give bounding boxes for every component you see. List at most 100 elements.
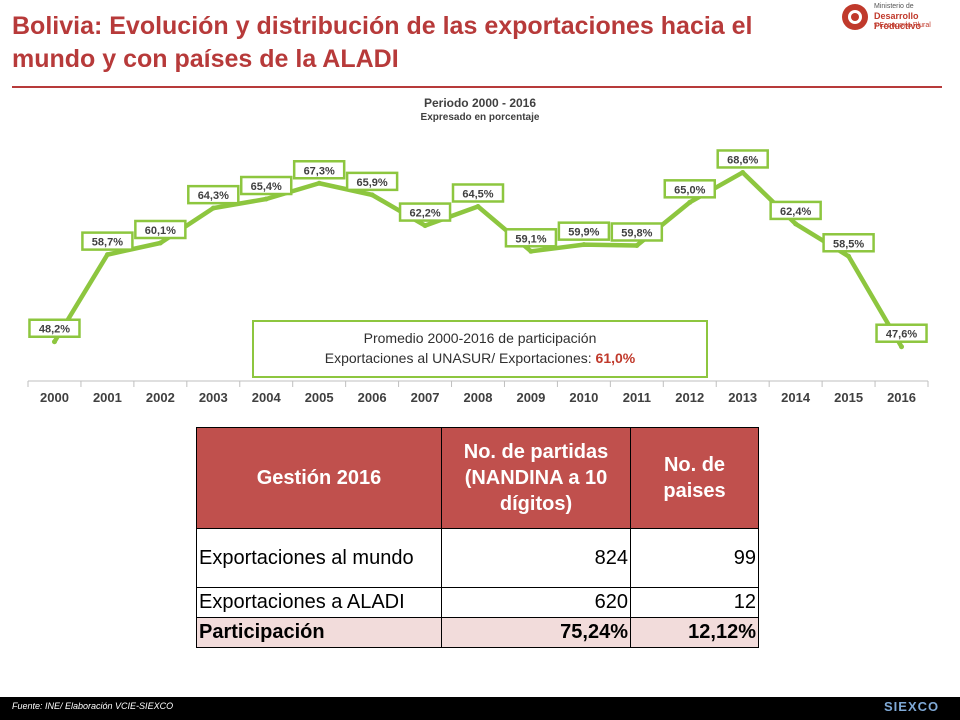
data-label-box [187, 184, 240, 205]
data-point [899, 344, 905, 350]
table-row: Exportaciones a ALADI 620 12 [196, 587, 759, 618]
data-label-box [769, 200, 822, 221]
data-label-box [239, 175, 293, 196]
x-tick-label: 2000 [40, 390, 69, 405]
ministry-logo: Ministerio de Desarrollo Productivo y Ec… [840, 2, 958, 32]
data-label-box [822, 233, 875, 253]
data-label: 64,3% [198, 190, 229, 202]
data-label-box [663, 179, 717, 199]
slide-title: Bolivia: Evolución y distribución de las… [12, 12, 753, 73]
data-point [210, 205, 216, 211]
data-label: 47,6% [886, 329, 917, 341]
average-callout: Promedio 2000-2016 de participación Expo… [252, 320, 708, 378]
cell-partidas: 824 [441, 528, 631, 588]
cell-paises: 12 [630, 587, 759, 618]
data-point [263, 196, 269, 202]
data-label: 65,9% [357, 177, 388, 189]
data-label-box [875, 323, 928, 343]
table-header: Gestión 2016 [196, 427, 442, 529]
data-label: 62,2% [409, 208, 440, 220]
row-label: Exportaciones al mundo [196, 528, 442, 588]
table-header-row: Gestión 2016 No. de partidas (NANDINA a … [196, 427, 759, 529]
table-header: No. de partidas (NANDINA a 10 dígitos) [441, 427, 631, 529]
callout-value: 61,0% [595, 350, 636, 366]
data-label-box [557, 221, 611, 241]
exports-table: Gestión 2016 No. de partidas (NANDINA a … [196, 427, 759, 648]
cell-paises: 12,12% [630, 617, 759, 648]
table-row: Participación 75,24% 12,12% [196, 617, 759, 648]
cell-partidas: 620 [441, 587, 631, 618]
row-label: Participación [196, 617, 442, 648]
data-point [687, 199, 693, 205]
x-tick-label: 2013 [728, 390, 757, 405]
x-tick-label: 2005 [305, 390, 334, 405]
data-label: 59,1% [515, 233, 546, 245]
data-label-box [716, 149, 769, 169]
data-label: 59,8% [621, 227, 652, 239]
x-tick-label: 2009 [516, 390, 545, 405]
callout-line1: Promedio 2000-2016 de participación [363, 330, 597, 346]
data-label-box [134, 219, 187, 240]
data-label: 58,5% [833, 238, 864, 250]
data-point [793, 221, 799, 227]
x-tick-label: 2006 [358, 390, 387, 405]
logo-line3: y Economía Plural [874, 22, 931, 29]
chart-title: Periodo 2000 - 2016 [423, 96, 537, 110]
data-label-box [28, 318, 81, 338]
title-divider [12, 86, 942, 88]
chart-subtitle: Expresado en porcentaje [420, 112, 540, 123]
data-label: 62,4% [780, 206, 811, 218]
data-point [316, 180, 322, 186]
data-label-box [81, 231, 134, 251]
data-label: 64,5% [462, 188, 493, 200]
data-label-box [292, 160, 346, 180]
data-label-box [398, 202, 452, 222]
data-point [740, 169, 746, 175]
data-point [369, 192, 375, 198]
cell-paises: 99 [630, 528, 759, 588]
data-point [104, 252, 110, 258]
data-point [581, 242, 587, 248]
data-point [157, 240, 163, 246]
x-tick-label: 2008 [464, 390, 493, 405]
x-tick-label: 2016 [887, 390, 916, 405]
x-tick-label: 2012 [675, 390, 704, 405]
row-label: Exportaciones a ALADI [196, 587, 442, 618]
footer-source: Fuente: INE/ Elaboración VCIE-SIEXCO [12, 701, 174, 711]
data-point [528, 248, 534, 254]
cell-partidas: 75,24% [441, 617, 631, 648]
data-label: 48,2% [39, 324, 70, 336]
data-label: 65,0% [674, 184, 705, 196]
footer-bar: Fuente: INE/ Elaboración VCIE-SIEXCO SIE… [0, 697, 960, 720]
x-tick-label: 2003 [199, 390, 228, 405]
logo-line1: Ministerio de [874, 3, 914, 10]
data-point [634, 242, 640, 248]
data-label-box [345, 171, 399, 192]
data-label: 59,9% [568, 227, 599, 239]
x-tick-label: 2004 [252, 390, 282, 405]
data-point [846, 253, 852, 259]
callout-text: Exportaciones al UNASUR/ Exportaciones: [324, 350, 596, 366]
data-point [51, 339, 57, 345]
line-chart: 48,2% 58,7% 60,1% 64,3% 65,4% 67,3% 65,9% 62,2%… [27, 149, 929, 405]
table-header: No. de paises [630, 427, 759, 529]
data-label-box [610, 222, 664, 242]
data-label: 68,6% [727, 154, 758, 166]
logo-line2: Desarrollo Productivo [874, 11, 922, 31]
data-label: 60,1% [145, 225, 176, 237]
data-label-box [451, 183, 505, 203]
x-tick-label: 2014 [781, 390, 811, 405]
data-point [422, 223, 428, 229]
data-label: 67,3% [304, 165, 335, 177]
data-label: 65,4% [251, 181, 282, 193]
x-tick-label: 2010 [569, 390, 598, 405]
ministry-seal-icon [842, 4, 868, 30]
table-row: Exportaciones al mundo 824 99 [196, 528, 759, 588]
callout-line2: Exportaciones al UNASUR/ Exportaciones: … [254, 348, 706, 368]
x-tick-label: 2015 [834, 390, 863, 405]
data-point [475, 203, 481, 209]
data-label: 58,7% [92, 237, 123, 249]
x-tick-label: 2002 [146, 390, 175, 405]
x-tick-label: 2011 [623, 390, 651, 405]
x-tick-label: 2001 [93, 390, 122, 405]
